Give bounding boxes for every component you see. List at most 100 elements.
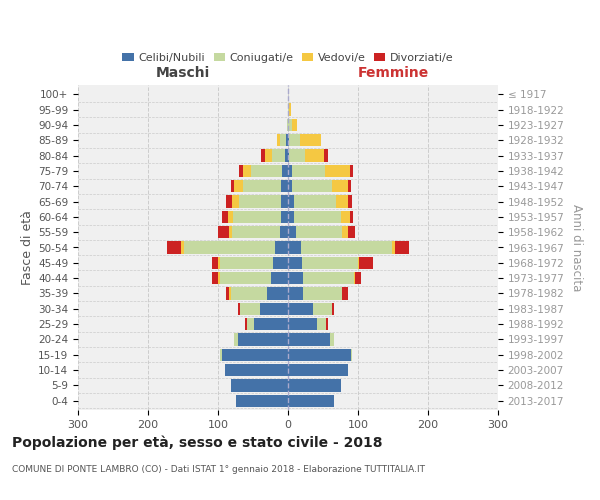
Bar	[272, 149, 284, 162]
Bar	[342, 287, 347, 300]
Bar	[267, 287, 288, 300]
Bar	[288, 103, 289, 116]
Bar	[262, 149, 265, 162]
Bar	[234, 180, 242, 192]
Bar	[247, 318, 254, 330]
Bar	[317, 318, 326, 330]
Bar	[347, 226, 355, 238]
Bar	[284, 149, 288, 162]
Bar	[242, 164, 251, 177]
Bar	[233, 210, 281, 223]
Bar	[218, 272, 220, 284]
Bar	[313, 302, 332, 315]
Bar	[355, 272, 361, 284]
Bar	[287, 118, 288, 131]
Bar	[234, 333, 238, 346]
Bar	[288, 118, 292, 131]
Bar	[288, 256, 302, 269]
Bar	[283, 164, 288, 177]
Bar	[289, 134, 300, 146]
Bar	[288, 134, 289, 146]
Bar	[232, 195, 239, 208]
Bar	[302, 256, 358, 269]
Bar	[304, 287, 342, 300]
Bar	[184, 241, 275, 254]
Bar	[288, 348, 351, 361]
Bar	[229, 226, 232, 238]
Bar	[226, 195, 232, 208]
Bar	[325, 149, 328, 162]
Bar	[241, 302, 260, 315]
Bar	[296, 226, 342, 238]
Bar	[277, 134, 280, 146]
Bar	[330, 333, 334, 346]
Bar	[301, 241, 392, 254]
Bar	[288, 210, 293, 223]
Bar	[281, 210, 288, 223]
Bar	[347, 180, 351, 192]
Bar	[212, 272, 218, 284]
Bar	[239, 195, 281, 208]
Bar	[167, 241, 181, 254]
Bar	[351, 348, 352, 361]
Text: Femmine: Femmine	[358, 66, 428, 80]
Bar	[230, 287, 267, 300]
Bar	[288, 394, 334, 407]
Bar	[292, 118, 297, 131]
Y-axis label: Anni di nascita: Anni di nascita	[570, 204, 583, 291]
Bar	[288, 164, 292, 177]
Bar	[232, 226, 280, 238]
Bar	[260, 302, 288, 315]
Bar	[181, 241, 184, 254]
Bar	[286, 134, 288, 146]
Bar	[335, 195, 348, 208]
Bar	[218, 256, 220, 269]
Bar	[230, 180, 234, 192]
Bar	[326, 318, 328, 330]
Y-axis label: Fasce di età: Fasce di età	[21, 210, 34, 285]
Bar	[292, 164, 325, 177]
Bar	[221, 348, 288, 361]
Bar	[354, 272, 355, 284]
Bar	[235, 394, 288, 407]
Bar	[292, 180, 332, 192]
Bar	[280, 134, 286, 146]
Bar	[288, 364, 347, 376]
Bar	[251, 164, 283, 177]
Bar	[281, 180, 288, 192]
Bar	[332, 180, 347, 192]
Text: Popolazione per età, sesso e stato civile - 2018: Popolazione per età, sesso e stato civil…	[12, 435, 383, 450]
Bar	[228, 210, 233, 223]
Bar	[288, 302, 313, 315]
Bar	[359, 256, 373, 269]
Bar	[342, 226, 347, 238]
Bar	[332, 302, 334, 315]
Bar	[229, 287, 230, 300]
Bar	[288, 379, 341, 392]
Bar	[358, 256, 359, 269]
Bar	[288, 180, 292, 192]
Bar	[288, 287, 304, 300]
Bar	[350, 164, 353, 177]
Bar	[288, 226, 296, 238]
Bar	[304, 272, 354, 284]
Bar	[280, 226, 288, 238]
Text: COMUNE DI PONTE LAMBRO (CO) - Dati ISTAT 1° gennaio 2018 - Elaborazione TUTTITAL: COMUNE DI PONTE LAMBRO (CO) - Dati ISTAT…	[12, 465, 425, 474]
Bar	[300, 134, 321, 146]
Bar	[254, 318, 288, 330]
Bar	[218, 226, 229, 238]
Bar	[245, 318, 247, 330]
Bar	[288, 149, 289, 162]
Bar	[341, 210, 350, 223]
Bar	[392, 241, 395, 254]
Bar	[220, 348, 221, 361]
Bar	[350, 210, 353, 223]
Bar	[325, 164, 350, 177]
Bar	[238, 333, 288, 346]
Bar	[230, 379, 288, 392]
Bar	[293, 210, 341, 223]
Bar	[288, 272, 304, 284]
Bar	[289, 103, 291, 116]
Bar	[288, 195, 293, 208]
Bar	[272, 256, 288, 269]
